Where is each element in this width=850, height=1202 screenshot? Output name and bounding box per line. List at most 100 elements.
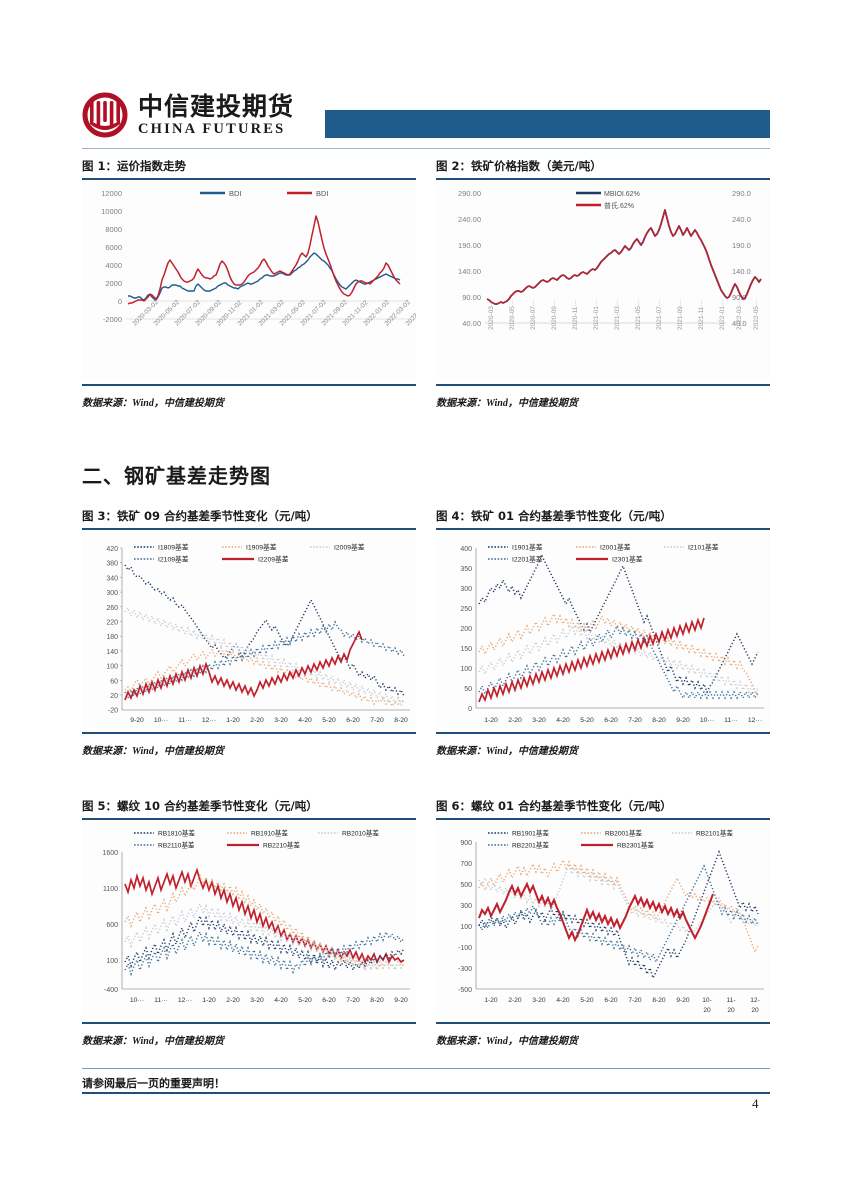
- svg-text:40.00: 40.00: [462, 319, 481, 328]
- figure-2-title: 图 2：铁矿价格指数（美元/吨）: [436, 159, 602, 173]
- svg-text:140.00: 140.00: [458, 267, 481, 276]
- svg-text:2022-03···: 2022-03···: [736, 300, 743, 330]
- svg-text:180: 180: [106, 634, 118, 641]
- footer-note: 请参阅最后一页的重要声明！: [82, 1077, 225, 1090]
- svg-text:-500: -500: [458, 987, 472, 994]
- svg-text:1100: 1100: [103, 886, 118, 893]
- svg-text:40.0: 40.0: [732, 319, 747, 328]
- svg-text:20: 20: [751, 1007, 759, 1014]
- svg-text:12···: 12···: [202, 717, 216, 724]
- svg-text:RB2101基差: RB2101基差: [696, 829, 733, 838]
- figure-5-source: 数据来源：Wind，中信建投期货: [82, 1036, 224, 1047]
- svg-text:8-20: 8-20: [394, 717, 408, 724]
- svg-text:90.00: 90.00: [462, 293, 481, 302]
- svg-text:2021-05···: 2021-05···: [635, 300, 642, 330]
- svg-text:240.0: 240.0: [732, 215, 751, 224]
- svg-text:I2009基差: I2009基差: [334, 543, 365, 552]
- svg-text:RB2110基差: RB2110基差: [158, 841, 195, 850]
- figure-1-block: 图 1：运价指数走势: [82, 158, 416, 180]
- figure-1-source: 数据来源：Wind，中信建投期货: [82, 398, 224, 409]
- figure-5-legend: RB1810基差 RB1910基差 RB2010基差 RB2110基差 RB22…: [134, 829, 379, 850]
- svg-text:-20: -20: [108, 708, 118, 715]
- figure-2-chart: 290.00 240.00 190.00 140.00 90.00 40.00 …: [436, 180, 770, 380]
- svg-text:2-20: 2-20: [508, 717, 522, 724]
- figure-5-title: 图 5：螺纹 10 合约基差季节性变化（元/吨）: [82, 799, 318, 813]
- svg-text:2021-11···: 2021-11···: [698, 300, 705, 330]
- figure-3-legend: I1809基差 I1909基差 I2009基差 I2109基差 I2209基差: [134, 543, 365, 564]
- svg-text:2020-07···: 2020-07···: [530, 300, 537, 330]
- svg-text:3-20: 3-20: [274, 717, 288, 724]
- svg-text:6-20: 6-20: [322, 997, 336, 1004]
- figure-4-footer: 数据来源：Wind，中信建投期货: [436, 732, 770, 757]
- figure-4-legend: I1901基差 I2001基差 I2101基差 I2201基差 I2301基差: [488, 543, 719, 564]
- svg-text:500: 500: [460, 882, 472, 889]
- svg-text:900: 900: [460, 840, 472, 847]
- section-heading: 二、钢矿基差走势图: [82, 464, 271, 488]
- svg-text:400: 400: [460, 546, 472, 553]
- svg-text:I2301基差: I2301基差: [612, 555, 643, 564]
- svg-text:1-20: 1-20: [226, 717, 240, 724]
- svg-text:I1909基差: I1909基差: [246, 543, 277, 552]
- svg-text:2021-03···: 2021-03···: [614, 300, 621, 330]
- svg-text:BDI: BDI: [229, 189, 242, 198]
- svg-text:240.00: 240.00: [458, 215, 481, 224]
- figure-3-footer: 数据来源：Wind，中信建投期货: [82, 732, 416, 757]
- figure-2-source: 数据来源：Wind，中信建投期货: [436, 398, 578, 409]
- svg-text:-100: -100: [458, 945, 472, 952]
- svg-text:340: 340: [106, 575, 118, 582]
- svg-text:10···: 10···: [130, 997, 144, 1004]
- svg-text:3-20: 3-20: [532, 717, 546, 724]
- svg-text:7-20: 7-20: [370, 717, 384, 724]
- svg-text:300: 300: [460, 903, 472, 910]
- svg-text:7-20: 7-20: [628, 997, 642, 1004]
- figure-4-chart: 400 350 300 250 200 150 100 50 0 I1901基差 I2001…: [436, 532, 770, 728]
- svg-text:2022-05···: 2022-05···: [753, 300, 760, 330]
- figure-6-title: 图 6：螺纹 01 合约基差季节性变化（元/吨）: [436, 799, 672, 813]
- svg-text:RB2201基差: RB2201基差: [512, 841, 549, 850]
- svg-text:RB2001基差: RB2001基差: [605, 829, 642, 838]
- svg-text:350: 350: [460, 566, 472, 573]
- svg-text:2021-01···: 2021-01···: [593, 300, 600, 330]
- svg-text:60: 60: [110, 678, 118, 685]
- svg-text:11···: 11···: [178, 717, 192, 724]
- figure-6-footer: 数据来源：Wind，中信建投期货: [436, 1022, 770, 1047]
- svg-text:10000: 10000: [101, 207, 122, 216]
- figure-5-footer: 数据来源：Wind，中信建投期货: [82, 1022, 416, 1047]
- svg-text:2000: 2000: [105, 279, 122, 288]
- figure-4-source: 数据来源：Wind，中信建投期货: [436, 746, 578, 757]
- svg-text:I2001基差: I2001基差: [600, 543, 631, 552]
- figure-3-block: 图 3：铁矿 09 合约基差季节性变化（元/吨）: [82, 508, 416, 530]
- svg-text:-400: -400: [104, 987, 118, 994]
- svg-text:12000: 12000: [101, 189, 122, 198]
- svg-text:-2000: -2000: [103, 315, 122, 324]
- svg-text:BDI: BDI: [316, 189, 329, 198]
- svg-text:1-20: 1-20: [484, 717, 498, 724]
- svg-text:290.0: 290.0: [732, 189, 751, 198]
- svg-text:4-20: 4-20: [298, 717, 312, 724]
- svg-text:8000: 8000: [105, 225, 122, 234]
- svg-text:2020-03···: 2020-03···: [488, 300, 495, 330]
- svg-text:7-20: 7-20: [346, 997, 360, 1004]
- svg-text:2022-01···: 2022-01···: [719, 300, 726, 330]
- figure-4-title: 图 4：铁矿 01 合约基差季节性变化（元/吨）: [436, 509, 672, 523]
- svg-text:10-: 10-: [702, 997, 712, 1004]
- svg-text:260: 260: [106, 605, 118, 612]
- svg-text:0: 0: [118, 297, 122, 306]
- svg-text:100: 100: [460, 924, 472, 931]
- svg-text:6000: 6000: [105, 243, 122, 252]
- svg-text:1-20: 1-20: [202, 997, 216, 1004]
- svg-text:RB1910基差: RB1910基差: [251, 829, 288, 838]
- citic-circle-logo-icon: [82, 92, 128, 138]
- page-number: 4: [752, 1096, 759, 1111]
- svg-text:-300: -300: [458, 966, 472, 973]
- svg-text:700: 700: [460, 861, 472, 868]
- svg-text:140: 140: [106, 649, 118, 656]
- svg-text:190.00: 190.00: [458, 241, 481, 250]
- figure-6-legend: RB1901基差 RB2001基差 RB2101基差 RB2201基差 RB23…: [488, 829, 733, 850]
- svg-text:2021-09···: 2021-09···: [677, 300, 684, 330]
- svg-text:11···: 11···: [154, 997, 168, 1004]
- svg-text:20: 20: [703, 1007, 711, 1014]
- figure-1-chart: 12000 10000 8000 6000 4000 2000 0 -2000 …: [82, 180, 416, 380]
- figure-4-block: 图 4：铁矿 01 合约基差季节性变化（元/吨）: [436, 508, 770, 530]
- svg-text:普氏.62%: 普氏.62%: [604, 201, 634, 210]
